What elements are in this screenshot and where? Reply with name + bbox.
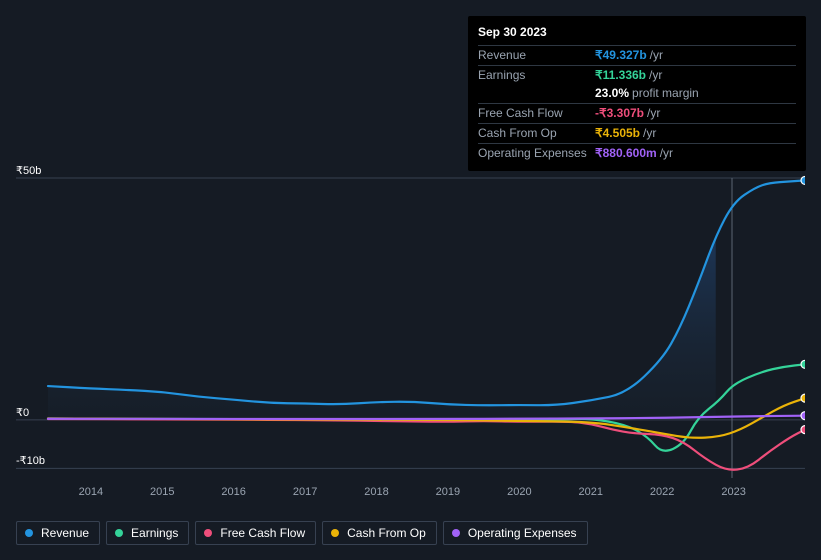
tooltip-metric-value: ₹11.336b/yr (595, 67, 662, 84)
legend-dot-icon (331, 529, 339, 537)
tooltip-metric-label: Revenue (478, 47, 595, 64)
x-axis-label: 2018 (364, 486, 388, 498)
legend-item[interactable]: Earnings (106, 521, 189, 545)
y-axis-label: ₹50b (16, 164, 41, 177)
tooltip-metric-label: Free Cash Flow (478, 105, 595, 122)
tooltip-date: Sep 30 2023 (478, 22, 796, 45)
legend-label: Earnings (131, 526, 178, 540)
x-axis-label: 2015 (150, 486, 174, 498)
x-axis-label: 2016 (221, 486, 245, 498)
x-axis-label: 2020 (507, 486, 531, 498)
chart-canvas (16, 160, 805, 500)
legend-label: Free Cash Flow (220, 526, 305, 540)
tooltip-row: Cash From Op₹4.505b/yr (478, 123, 796, 143)
x-axis-label: 2022 (650, 486, 674, 498)
x-axis-label: 2019 (436, 486, 460, 498)
tooltip-metric-label: Cash From Op (478, 125, 595, 142)
x-axis-label: 2021 (579, 486, 603, 498)
tooltip-metric-value: ₹49.327b/yr (595, 47, 663, 64)
legend-item[interactable]: Operating Expenses (443, 521, 588, 545)
legend-label: Cash From Op (347, 526, 426, 540)
tooltip-row: Revenue₹49.327b/yr (478, 45, 796, 65)
chart-tooltip: Sep 30 2023 Revenue₹49.327b/yrEarnings₹1… (468, 16, 806, 171)
tooltip-row: Earnings₹11.336b/yr (478, 65, 796, 85)
tooltip-metric-value: -₹3.307b/yr (595, 105, 660, 122)
legend-dot-icon (25, 529, 33, 537)
legend-item[interactable]: Revenue (16, 521, 100, 545)
tooltip-row: Free Cash Flow-₹3.307b/yr (478, 103, 796, 123)
legend-item[interactable]: Free Cash Flow (195, 521, 316, 545)
tooltip-profit-margin: 23.0%profit margin (478, 84, 796, 103)
financials-chart: ₹50b₹0-₹10b 2014201520162017201820192020… (16, 160, 805, 480)
x-axis-label: 2023 (721, 486, 745, 498)
chart-legend: Revenue Earnings Free Cash Flow Cash From O… (16, 521, 588, 545)
y-axis-label: ₹0 (16, 406, 29, 419)
legend-label: Revenue (41, 526, 89, 540)
legend-dot-icon (115, 529, 123, 537)
tooltip-metric-label: Earnings (478, 67, 595, 84)
tooltip-metric-value: ₹4.505b/yr (595, 125, 656, 142)
legend-dot-icon (452, 529, 460, 537)
legend-dot-icon (204, 529, 212, 537)
x-axis-label: 2014 (79, 486, 103, 498)
x-axis-label: 2017 (293, 486, 317, 498)
legend-item[interactable]: Cash From Op (322, 521, 437, 545)
legend-label: Operating Expenses (468, 526, 577, 540)
y-axis-label: -₹10b (16, 454, 45, 467)
